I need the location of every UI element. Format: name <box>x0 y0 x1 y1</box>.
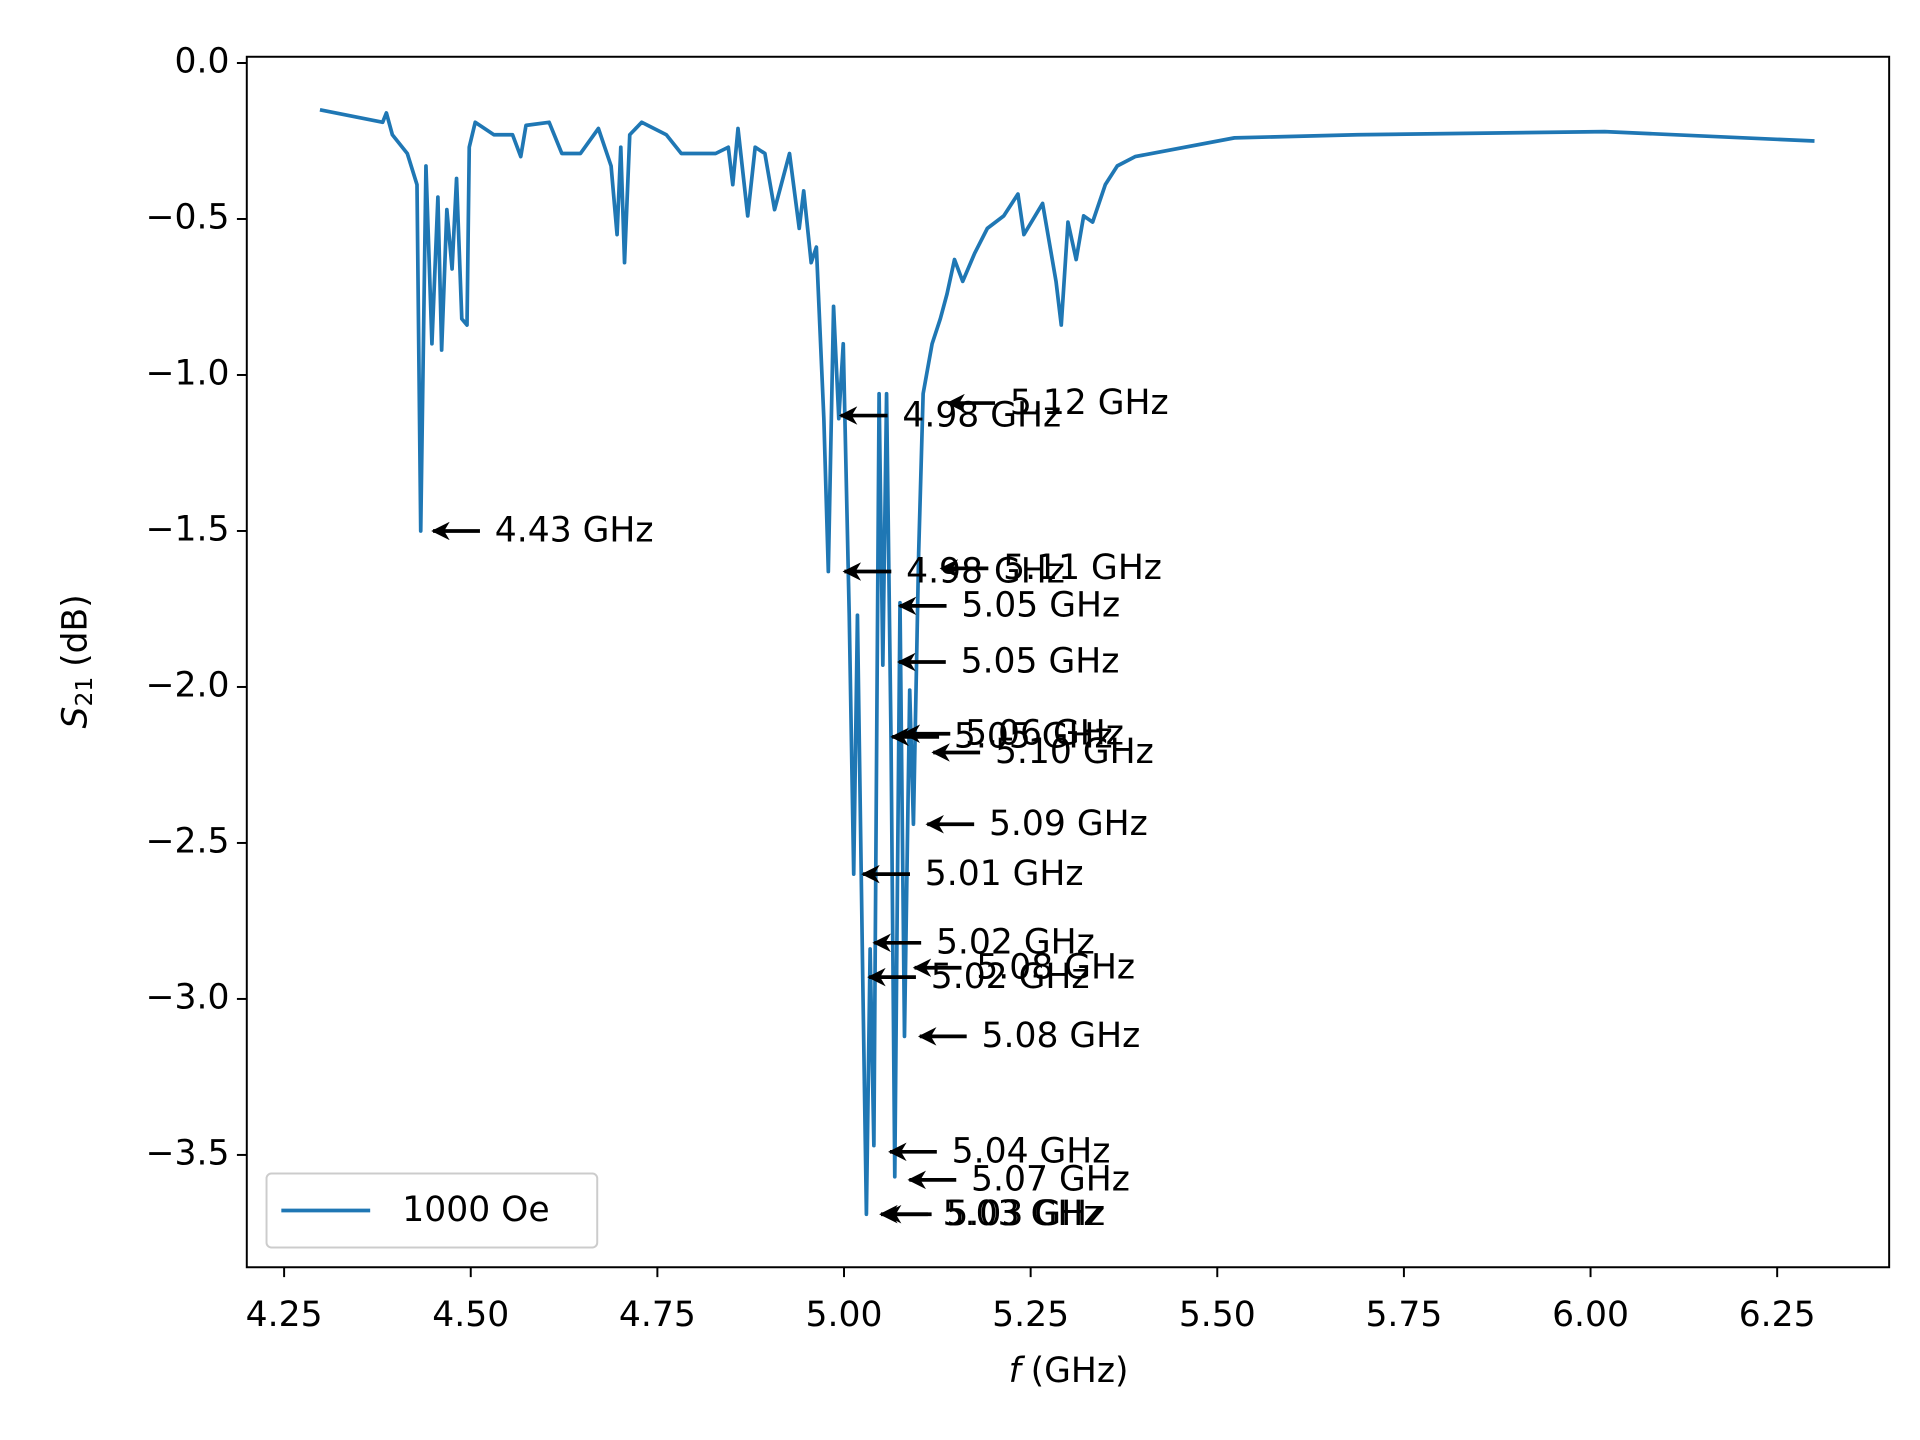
plot-frame <box>245 55 1891 1269</box>
annotation-label: 5.10 GHz <box>995 732 1154 772</box>
annotation-label: 4.43 GHz <box>495 511 654 551</box>
annotation-label: 5.08 GHz <box>976 947 1135 987</box>
x-tick-label: 5.75 <box>1365 1295 1442 1335</box>
y-tick-label: −3.0 <box>146 977 230 1017</box>
y-label-text: (dB) <box>55 594 95 667</box>
y-tick-label: −0.5 <box>146 197 230 237</box>
y-label-symbol: S <box>55 707 95 729</box>
x-tick-label: 4.75 <box>619 1295 696 1335</box>
data-line <box>319 107 1815 1217</box>
y-tick-label: −3.5 <box>146 1133 230 1173</box>
annotation-label: 5.02 GHz <box>931 957 1090 997</box>
annotation-label: 5.06 GHz <box>965 713 1124 753</box>
legend-box <box>265 1172 599 1249</box>
x-tick-label: 4.50 <box>432 1295 509 1335</box>
annotation-label: 5.03 GHz <box>943 1194 1102 1234</box>
y-tick-label: −1.0 <box>146 353 230 393</box>
y-tick-label: −2.5 <box>146 821 230 861</box>
x-label-text: (GHz) <box>1031 1351 1129 1391</box>
x-tick-label: 5.25 <box>992 1295 1069 1335</box>
y-label-subscript: 21 <box>70 677 98 707</box>
legend-label: 1000 Oe <box>402 1190 549 1230</box>
x-tick-label: 5.50 <box>1179 1295 1256 1335</box>
annotation-label: 5.09 GHz <box>989 804 1148 844</box>
x-tick-label: 4.25 <box>246 1295 323 1335</box>
x-tick-label: 6.25 <box>1739 1295 1816 1335</box>
annotation-label: 5.01 GHz <box>925 854 1084 894</box>
y-tick-label: −2.0 <box>146 665 230 705</box>
x-tick-label: 5.00 <box>806 1295 883 1335</box>
annotation-label: 5.11 GHz <box>1003 548 1162 588</box>
annotation-label: 5.12 GHz <box>1010 383 1169 423</box>
annotation-label: 5.02 GHz <box>936 923 1095 963</box>
x-tick-label: 6.00 <box>1552 1295 1629 1335</box>
y-tick-label: −1.5 <box>146 509 230 549</box>
y-axis-label: S21 (dB) <box>55 594 98 728</box>
annotation-label: 5.05 GHz <box>954 717 1113 757</box>
annotation-label: 4.98 GHz <box>906 551 1065 591</box>
annotation-label: 5.05 GHz <box>961 586 1120 626</box>
annotation-label: 5.04 GHz <box>952 1132 1111 1172</box>
annotation-label: 5.07 GHz <box>971 1160 1130 1200</box>
y-tick-label: 0.0 <box>175 42 230 82</box>
annotation-label: 5.05 GHz <box>961 642 1120 682</box>
annotation-label: 5.08 GHz <box>982 1016 1141 1056</box>
annotation-label: 5.03 GHz <box>946 1194 1105 1234</box>
